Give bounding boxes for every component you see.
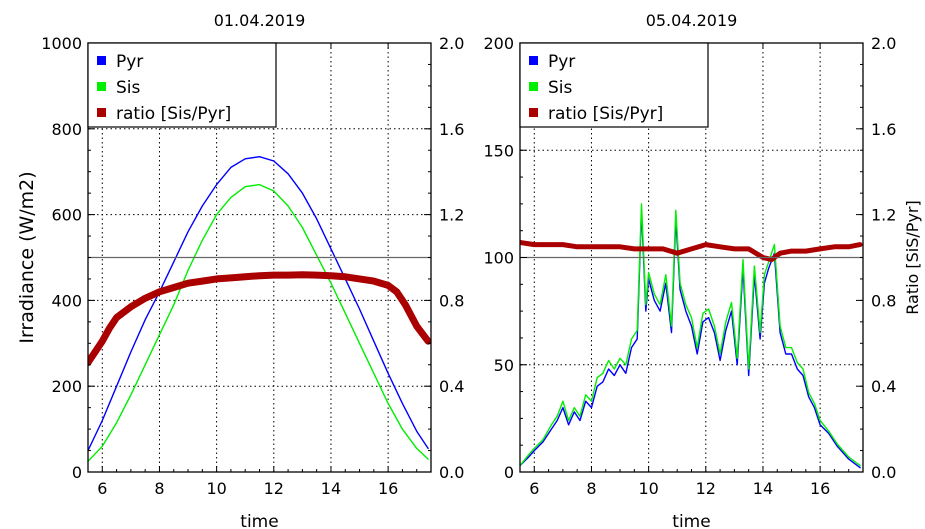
legend-label: Sis xyxy=(116,78,141,98)
y-axis-label: Irradiance (W/m2) xyxy=(16,171,38,343)
y2-tick-label: 1.2 xyxy=(439,206,464,225)
y-tick-label: 50 xyxy=(494,356,514,375)
legend-label: Pyr xyxy=(116,52,143,72)
y2-tick-label: 1.6 xyxy=(871,120,896,139)
y2-tick-label: 0.0 xyxy=(871,463,896,482)
legend-swatch xyxy=(529,56,538,65)
gridlines xyxy=(88,43,431,472)
y2-tick-label: 2.0 xyxy=(871,34,896,53)
y2-tick-label: 0.8 xyxy=(871,291,896,310)
y-tick-label: 800 xyxy=(51,120,82,139)
x-tick-label: 8 xyxy=(154,479,164,498)
y-tick-label: 100 xyxy=(483,249,514,268)
y-tick-label: 400 xyxy=(51,291,82,310)
legend-swatch xyxy=(529,108,538,117)
legend-swatch xyxy=(529,82,538,91)
y-tick-label: 600 xyxy=(51,206,82,225)
y-tick-label: 0 xyxy=(72,463,82,482)
y-tick-label: 1000 xyxy=(41,34,82,53)
legend: Pyr Sis ratio [Sis/Pyr] xyxy=(519,42,709,128)
legend-label: Pyr xyxy=(548,52,575,72)
y2-tick-label: 0.4 xyxy=(439,377,464,396)
x-tick-label: 6 xyxy=(529,479,539,498)
y2-tick-label: 0.8 xyxy=(439,291,464,310)
x-tick-label: 16 xyxy=(810,479,830,498)
x-tick-label: 10 xyxy=(638,479,658,498)
x-tick-label: 10 xyxy=(206,479,226,498)
y2-tick-label: 0.4 xyxy=(871,377,896,396)
series-line-pyr xyxy=(520,209,861,469)
series-line-sis xyxy=(520,203,861,467)
series-line-ratio xyxy=(520,240,863,263)
legend-label: ratio [Sis/Pyr] xyxy=(116,104,231,124)
y2-tick-label: 0.0 xyxy=(439,463,464,482)
x-tick-label: 6 xyxy=(97,479,107,498)
legend-label: Sis xyxy=(548,78,573,98)
legend-swatch xyxy=(97,108,106,117)
y2-tick-label: 1.6 xyxy=(439,120,464,139)
legend: Pyr Sis ratio [Sis/Pyr] xyxy=(87,42,277,128)
chart-title: 05.04.2019 xyxy=(646,11,738,30)
y2-tick-label: 2.0 xyxy=(439,34,464,53)
x-tick-label: 14 xyxy=(321,479,341,498)
x-axis-label: time xyxy=(672,512,710,529)
legend-swatch xyxy=(97,56,106,65)
legend-swatch xyxy=(97,82,106,91)
x-tick-label: 12 xyxy=(696,479,716,498)
series-line-pyr xyxy=(88,155,429,452)
chart-panel-2: 6 8 10 12 14 16 0 50 100 150 200 0.0 0.4 0.8 1.2 1.6 2.0… xyxy=(483,11,922,529)
series-line-sis xyxy=(88,183,429,462)
series-line-ratio xyxy=(88,271,431,367)
x-axis-label: time xyxy=(240,512,278,529)
x-tick-label: 12 xyxy=(264,479,284,498)
legend-box xyxy=(87,42,277,128)
y2-tick-label: 1.2 xyxy=(871,206,896,225)
legend-label: ratio [Sis/Pyr] xyxy=(548,104,663,124)
y-tick-label: 200 xyxy=(483,34,514,53)
x-tick-label: 8 xyxy=(586,479,596,498)
y-tick-label: 0 xyxy=(504,463,514,482)
chart-panel-1: 6 8 10 12 14 16 0 200 400 600 800 1000 0.0 0.4 0.8 1.2 1… xyxy=(16,11,464,529)
y2-axis-label: Ratio [SiS/Pyr] xyxy=(903,200,922,315)
y-tick-label: 150 xyxy=(483,141,514,160)
x-tick-label: 14 xyxy=(753,479,773,498)
chart-title: 01.04.2019 xyxy=(214,11,306,30)
legend-box xyxy=(519,42,709,128)
y-tick-label: 200 xyxy=(51,377,82,396)
x-tick-label: 16 xyxy=(378,479,398,498)
